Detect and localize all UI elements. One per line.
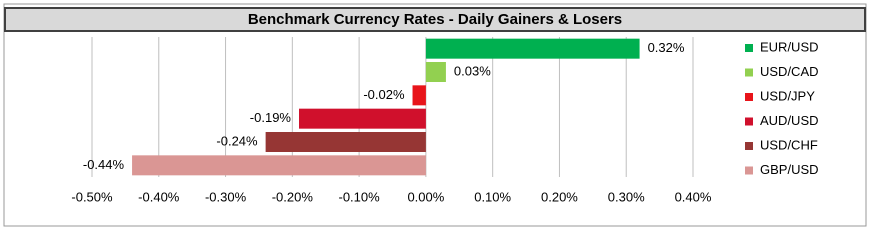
chart-title: Benchmark Currency Rates - Daily Gainers… — [248, 11, 622, 28]
bar — [412, 85, 426, 106]
legend-label: USD/CHF — [760, 137, 818, 152]
bar — [132, 155, 426, 176]
bar — [265, 132, 426, 152]
legend-swatch — [745, 68, 753, 77]
data-label: -0.19% — [250, 110, 292, 125]
page: Benchmark Currency Rates - Daily Gainers… — [3, 3, 867, 227]
data-label: -0.44% — [83, 157, 125, 172]
title-bar — [4, 7, 866, 32]
legend-swatch — [745, 117, 753, 126]
x-tick-label: 0.40% — [675, 189, 712, 204]
x-tick-label: 0.00% — [407, 189, 444, 204]
legend-swatch — [745, 166, 753, 175]
x-tick-label: -0.30% — [205, 189, 247, 204]
legend-swatch — [745, 142, 753, 150]
legend-label: GBP/USD — [760, 162, 819, 177]
legend-label: AUD/USD — [760, 113, 819, 128]
bar — [425, 38, 640, 59]
chart: Benchmark Currency Rates - Daily Gainers… — [3, 3, 867, 227]
x-tick-label: -0.10% — [339, 189, 381, 204]
data-label: 0.32% — [648, 40, 685, 55]
x-tick-label: -0.40% — [138, 189, 180, 204]
bar — [425, 62, 446, 82]
bar — [299, 108, 426, 129]
legend-label: USD/JPY — [760, 88, 815, 103]
x-tick-label: 0.30% — [608, 189, 645, 204]
data-label: -0.24% — [216, 133, 258, 148]
legend-label: EUR/USD — [760, 39, 819, 54]
legend-label: USD/CAD — [760, 64, 819, 79]
x-tick-label: -0.20% — [272, 189, 314, 204]
data-label: -0.02% — [363, 87, 405, 102]
legend-swatch — [745, 93, 753, 101]
x-tick-label: -0.50% — [71, 189, 113, 204]
x-tick-label: 0.20% — [541, 189, 578, 204]
legend-swatch — [745, 44, 753, 52]
data-label: 0.03% — [454, 63, 491, 78]
x-tick-label: 0.10% — [474, 189, 511, 204]
